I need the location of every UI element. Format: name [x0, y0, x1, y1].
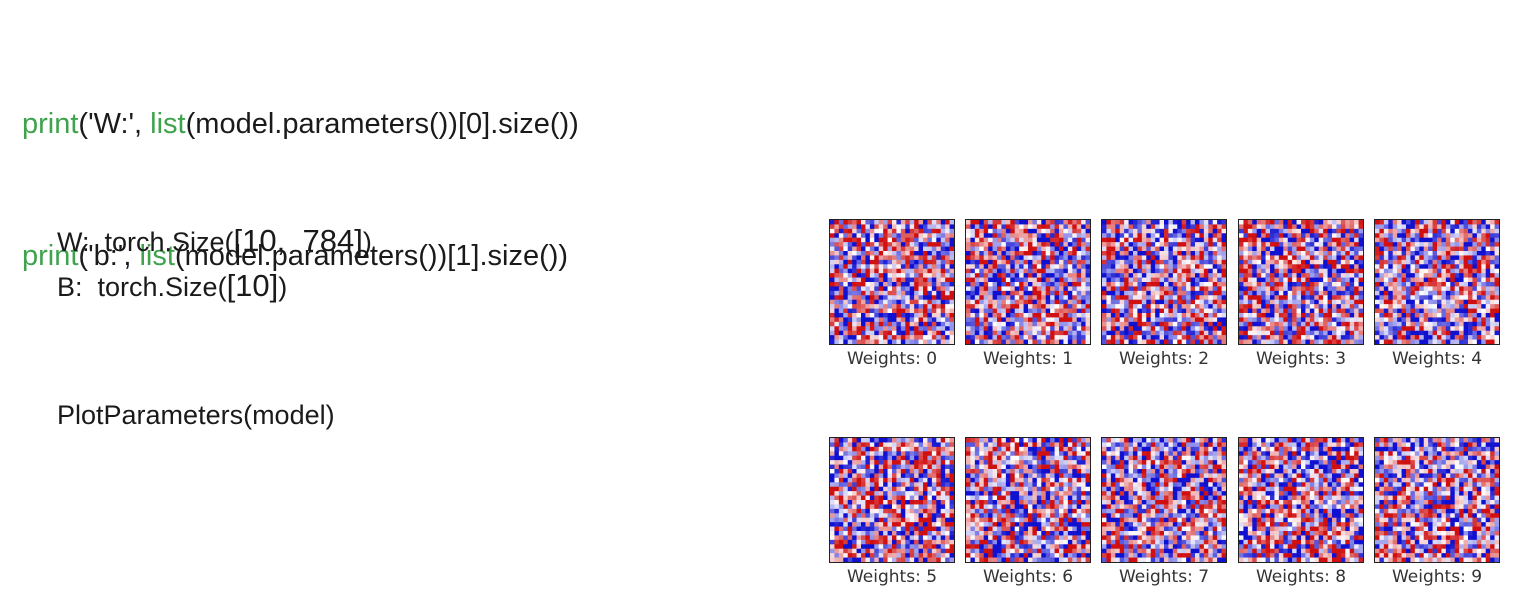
weights-heatmap-4	[1374, 219, 1500, 345]
weights-caption-8: Weights: 8	[1255, 567, 1347, 587]
list-keyword: list	[150, 108, 186, 140]
weights-caption-6: Weights: 6	[982, 567, 1074, 587]
print-keyword: print	[22, 240, 79, 272]
weights-caption-4: Weights: 4	[1391, 349, 1483, 369]
weights-panel-6: Weights: 6	[965, 437, 1091, 587]
weights-heatmap-8	[1238, 437, 1364, 563]
code-line-w: print('W:', list(model.parameters())[0].…	[22, 108, 579, 140]
weights-heatmap-7	[1101, 437, 1227, 563]
plot-call: PlotParameters(model)	[57, 400, 335, 430]
weights-heatmap-3	[1238, 219, 1364, 345]
weights-heatmap-6	[965, 437, 1091, 563]
weights-heatmap-5	[829, 437, 955, 563]
weights-heatmap-2	[1101, 219, 1227, 345]
weights-panel-1: Weights: 1	[965, 219, 1091, 369]
weights-grid: Weights: 0 Weights: 1 Weights: 2 Weights: 3…	[829, 219, 1501, 591]
weights-panel-2: Weights: 2	[1101, 219, 1227, 369]
print-keyword: print	[22, 108, 79, 140]
weights-caption-3: Weights: 3	[1255, 349, 1347, 369]
weights-caption-0: Weights: 0	[846, 349, 938, 369]
weights-panel-9: Weights: 9	[1374, 437, 1500, 587]
weights-caption-2: Weights: 2	[1118, 349, 1210, 369]
weights-panel-4: Weights: 4	[1374, 219, 1500, 369]
weights-caption-5: Weights: 5	[846, 567, 938, 587]
weights-heatmap-9	[1374, 437, 1500, 563]
code-cell: print('W:', list(model.parameters())[0].…	[22, 14, 579, 322]
weights-caption-1: Weights: 1	[982, 349, 1074, 369]
weights-panel-3: Weights: 3	[1238, 219, 1364, 369]
weights-panel-5: Weights: 5	[829, 437, 955, 587]
weights-caption-7: Weights: 7	[1118, 567, 1210, 587]
weights-caption-9: Weights: 9	[1391, 567, 1483, 587]
weights-panel-7: Weights: 7	[1101, 437, 1227, 587]
weights-panel-8: Weights: 8	[1238, 437, 1364, 587]
weights-heatmap-1	[965, 219, 1091, 345]
weights-panel-0: Weights: 0	[829, 219, 955, 369]
code-line-b: print('b:', list(model.parameters())[1].…	[22, 240, 569, 272]
weights-heatmap-0	[829, 219, 955, 345]
output-b-size: B: torch.Size([10])	[57, 268, 288, 303]
list-keyword: list	[139, 240, 175, 272]
output-w-size: W: torch.Size([10, 784])	[57, 223, 372, 258]
